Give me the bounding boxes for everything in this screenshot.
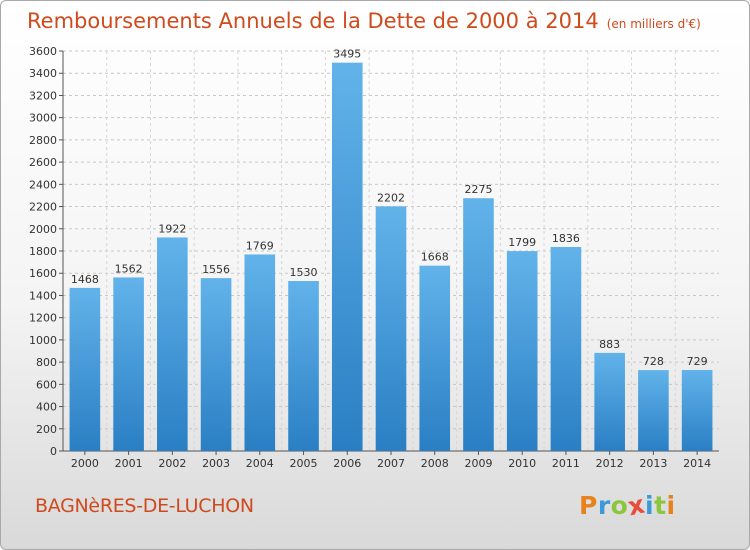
y-tick-label: 2800 (29, 134, 57, 147)
value-label: 2202 (377, 191, 405, 204)
y-tick-label: 3600 (29, 45, 57, 58)
y-tick-label: 3200 (29, 89, 57, 102)
bar (69, 287, 101, 451)
proxiti-logo[interactable]: Proxiti (579, 490, 676, 522)
city-name: BAGNèRES-DE-LUCHON (35, 495, 254, 517)
value-label: 1668 (421, 251, 449, 264)
y-tick-label: 600 (36, 378, 57, 391)
x-tick-label: 2008 (421, 457, 449, 470)
x-tick-label: 2006 (333, 457, 361, 470)
bar (375, 206, 407, 451)
value-label: 1769 (246, 239, 274, 252)
x-tick-label: 2003 (202, 457, 230, 470)
bar (550, 247, 582, 451)
logo-letter: P (579, 491, 598, 520)
y-tick-label: 1200 (29, 312, 57, 325)
title-text: Remboursements Annuels de la Dette de 20… (27, 9, 599, 33)
y-tick-label: 200 (36, 423, 57, 436)
bar (200, 278, 232, 451)
y-tick-label: 1800 (29, 245, 57, 258)
value-label: 2275 (464, 183, 492, 196)
x-tick-label: 2009 (464, 457, 492, 470)
x-tick-label: 2001 (115, 457, 143, 470)
bar (594, 352, 625, 451)
x-tick-label: 2000 (71, 457, 99, 470)
bar (463, 198, 494, 451)
x-tick-label: 2002 (158, 457, 186, 470)
y-tick-label: 2200 (29, 201, 57, 214)
bar (681, 370, 713, 451)
value-label: 1556 (202, 263, 230, 276)
value-label: 1922 (158, 222, 186, 235)
bars (69, 62, 713, 452)
bar (157, 237, 188, 451)
chart-title: Remboursements Annuels de la Dette de 20… (27, 9, 701, 33)
value-label: 1530 (290, 266, 318, 279)
y-tick-label: 3000 (29, 112, 57, 125)
logo-letter: t (654, 491, 667, 520)
y-tick-label: 800 (36, 356, 57, 369)
bar (419, 265, 451, 451)
y-tick-label: 3400 (29, 67, 57, 80)
y-tick-label: 2400 (29, 178, 57, 191)
x-tick-label: 2004 (246, 457, 274, 470)
x-tick-label: 2007 (377, 457, 405, 470)
value-labels: 1468 1562 1922 1556 1769 1530 3495 2202 1668 2275… (71, 48, 708, 368)
logo-letter: i (666, 491, 676, 520)
value-label: 729 (687, 355, 708, 368)
bar-chart: 0 200 400 600 800 1000 1200 1400 1600 1800 2000 220… (29, 45, 719, 470)
logo-letter: i (645, 491, 655, 520)
y-tick-label: 0 (50, 445, 57, 458)
x-tick-label: 2013 (639, 457, 667, 470)
x-tick-label: 2010 (508, 457, 536, 470)
y-tick-label: 1000 (29, 334, 57, 347)
bar (331, 62, 363, 452)
x-tick-label: 2012 (596, 457, 624, 470)
chart-subtitle: (en milliers d'€) (606, 17, 701, 31)
y-tick-label: 1600 (29, 267, 57, 280)
value-label: 728 (643, 355, 664, 368)
y-tick-labels: 0 200 400 600 800 1000 1200 1400 1600 1800 2000 220… (29, 45, 57, 458)
bar (288, 281, 319, 451)
value-label: 883 (599, 338, 620, 351)
value-label: 1836 (552, 232, 580, 245)
x-tick-label: 2005 (290, 457, 318, 470)
value-label: 3495 (333, 48, 361, 61)
x-tick-label: 2014 (683, 457, 711, 470)
y-tick-label: 2000 (29, 223, 57, 236)
bar (638, 370, 669, 451)
value-label: 1562 (115, 262, 143, 275)
x-tick-labels: 2000 2001 2002 2003 2004 2005 2006 2007 2008 2009… (71, 457, 711, 470)
bar (506, 251, 538, 451)
value-label: 1468 (71, 273, 99, 286)
y-tick-label: 2600 (29, 156, 57, 169)
x-tick-label: 2011 (552, 457, 580, 470)
logo-letter: o (610, 491, 629, 520)
value-label: 1799 (508, 236, 536, 249)
bar (244, 254, 276, 451)
y-tick-label: 400 (36, 401, 57, 414)
y-tick-label: 1400 (29, 289, 57, 302)
bar (113, 277, 144, 451)
logo-letter: r (597, 491, 611, 520)
